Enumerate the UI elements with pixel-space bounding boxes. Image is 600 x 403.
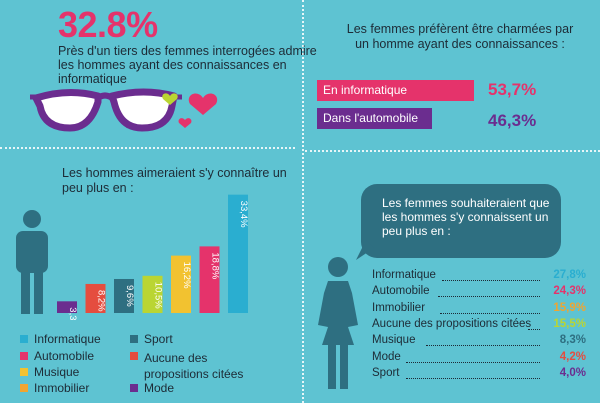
women-row-dots bbox=[438, 296, 540, 298]
legend-item: Mode bbox=[144, 381, 175, 395]
divider-vertical bbox=[302, 0, 304, 403]
option-informatique-value: 53,7% bbox=[488, 80, 537, 99]
option-automobile-label: Dans l'automobile bbox=[323, 111, 419, 125]
women-row-label: Sport bbox=[372, 366, 400, 379]
glasses-icon bbox=[30, 88, 182, 132]
bar bbox=[199, 246, 220, 313]
legend-swatch bbox=[130, 352, 138, 360]
legend-item: Aucune des propositions citées bbox=[144, 351, 244, 381]
legend-swatch bbox=[130, 335, 138, 343]
option-automobile-value: 46,3% bbox=[488, 111, 537, 130]
women-row-value: 15,5% bbox=[553, 317, 586, 330]
women-row-value: 4,0% bbox=[559, 366, 586, 379]
women-row-label: Mode bbox=[372, 350, 401, 363]
women-row-value: 24,3% bbox=[553, 285, 586, 298]
legend-item: Immobilier bbox=[34, 381, 90, 395]
bar-label: 8,2% bbox=[96, 290, 107, 312]
speech-bubble bbox=[361, 184, 561, 258]
bar-label: 10,5% bbox=[153, 282, 164, 309]
women-section-title: Les femmes souhaiteraient que les hommes… bbox=[382, 196, 550, 238]
women-row-dots bbox=[442, 280, 540, 281]
divider-horizontal-right bbox=[305, 150, 600, 152]
women-row-dots bbox=[440, 312, 540, 314]
women-row-value: 8,3% bbox=[559, 334, 586, 347]
legend-swatch bbox=[20, 352, 28, 360]
women-row-dots bbox=[426, 345, 540, 347]
men-bar-chart: 3,3% 8,2% 9,6% 10,5% 16,2% 18,8% 33,4% bbox=[57, 194, 249, 320]
men-chart-title: Les hommes aimeraient s'y connaître un p… bbox=[62, 166, 287, 195]
woman-icon bbox=[318, 257, 358, 389]
question1-text: Les femmes préfèrent être charmées par u… bbox=[346, 22, 574, 51]
bar-label: 18,8% bbox=[210, 252, 221, 279]
women-row-label: Automobile bbox=[372, 285, 430, 298]
women-row-value: 15,9% bbox=[553, 301, 586, 314]
legend-item: Informatique bbox=[34, 332, 101, 346]
legend-swatch bbox=[130, 384, 138, 392]
big-stat: 32.8% bbox=[58, 4, 158, 45]
option-automobile-pill: Dans l'automobile bbox=[317, 108, 432, 129]
bar bbox=[171, 255, 191, 313]
bar bbox=[228, 194, 248, 313]
women-row-dots bbox=[528, 328, 540, 330]
bar-label: 33,4% bbox=[238, 201, 249, 228]
women-row-label: Informatique bbox=[372, 269, 436, 281]
option-informatique-pill: En informatique bbox=[317, 80, 474, 101]
bar-label: 3,3% bbox=[67, 307, 78, 320]
bar-label: 9,6% bbox=[124, 285, 135, 307]
option-informatique-label: En informatique bbox=[323, 83, 408, 97]
divider-horizontal-left bbox=[0, 147, 295, 149]
women-row-label: Musique bbox=[372, 334, 416, 347]
women-row-label: Immobilier bbox=[372, 301, 426, 314]
women-row-value: 4,2% bbox=[559, 350, 586, 363]
intro-text: Près d'un tiers des femmes interrogées a… bbox=[58, 44, 317, 86]
heart-icon-large bbox=[188, 93, 218, 115]
legend-item: Automobile bbox=[34, 349, 95, 363]
women-row-value: 27,8% bbox=[553, 269, 586, 281]
heart-icon-tiny bbox=[178, 118, 192, 128]
bar bbox=[57, 301, 77, 313]
legend-item: Sport bbox=[144, 332, 173, 346]
bar bbox=[114, 278, 134, 313]
heart-icon-small bbox=[162, 93, 178, 105]
bar bbox=[142, 275, 163, 313]
legend-swatch bbox=[20, 335, 28, 343]
decorations bbox=[30, 88, 218, 132]
legend-item: Musique bbox=[34, 365, 80, 379]
women-row-dots bbox=[406, 377, 540, 379]
legend-swatch bbox=[20, 384, 28, 392]
man-icon bbox=[16, 210, 48, 314]
legend-swatch bbox=[20, 368, 28, 376]
bar bbox=[85, 283, 106, 313]
women-row-label: Aucune des propositions citées bbox=[372, 317, 532, 330]
bar-label: 16,2% bbox=[181, 262, 192, 289]
women-row-dots bbox=[406, 361, 540, 363]
speech-bubble-tail bbox=[356, 240, 374, 260]
